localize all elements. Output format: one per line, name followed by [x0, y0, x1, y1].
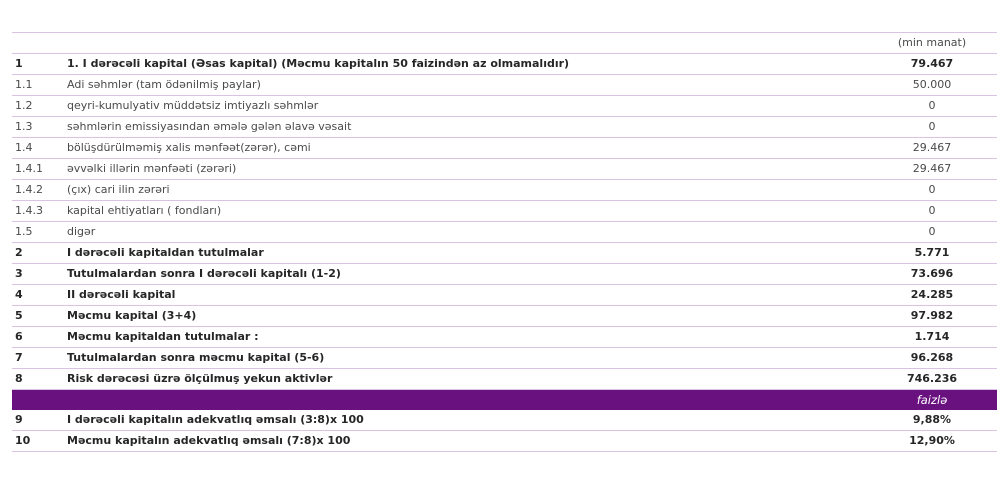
row-label: Məcmu kapitalın adekvatlıq əmsalı (7:8)x… — [67, 431, 867, 451]
row-value: 96.268 — [867, 348, 997, 368]
table-row: 1.2qeyri-kumulyativ müddətsiz imtiyazlı … — [12, 96, 997, 117]
row-value: 12,90% — [867, 431, 997, 451]
row-number: 9 — [12, 410, 67, 430]
row-value: 0 — [867, 201, 997, 221]
row-label: Adi səhmlər (tam ödənilmiş paylar) — [67, 75, 867, 95]
row-value: 50.000 — [867, 75, 997, 95]
row-value: 1.714 — [867, 327, 997, 347]
table-row: 1.4.2(çıx) cari ilin zərəri0 — [12, 180, 997, 201]
row-number: 1.2 — [12, 96, 67, 116]
row-label: digər — [67, 222, 867, 242]
row-label: kapital ehtiyatları ( fondları) — [67, 201, 867, 221]
row-number: 1 — [12, 54, 67, 74]
table-row: 1.4.1əvvəlki illərin mənfəəti (zərəri)29… — [12, 159, 997, 180]
unit-label: (min manat) — [867, 33, 997, 53]
row-number: 1.5 — [12, 222, 67, 242]
row-number: 1.1 — [12, 75, 67, 95]
row-label: (çıx) cari ilin zərəri — [67, 180, 867, 200]
table-row: 11. I dərəcəli kapital (Əsas kapital) (M… — [12, 54, 997, 75]
capital-adequacy-table: (min manat) 11. I dərəcəli kapital (Əsas… — [12, 32, 997, 452]
row-label: Məcmu kapitaldan tutulmalar : — [67, 327, 867, 347]
table-body-bottom: 9I dərəcəli kapitalın adekvatlıq əmsalı … — [12, 410, 997, 452]
row-number: 4 — [12, 285, 67, 305]
row-label: səhmlərin emissiyasından əmələ gələn əla… — [67, 117, 867, 137]
row-label: II dərəcəli kapital — [67, 285, 867, 305]
row-label: qeyri-kumulyativ müddətsiz imtiyazlı səh… — [67, 96, 867, 116]
row-value: 0 — [867, 222, 997, 242]
row-value: 0 — [867, 180, 997, 200]
percent-unit-label: faizlə — [867, 393, 997, 407]
row-value: 79.467 — [867, 54, 997, 74]
table-header-row: (min manat) — [12, 32, 997, 54]
row-label: I dərəcəli kapitalın adekvatlıq əmsalı (… — [67, 410, 867, 430]
table-row: 8Risk dərəcəsi üzrə ölçülmuş yekun aktiv… — [12, 369, 997, 390]
row-value: 0 — [867, 96, 997, 116]
table-body-top: 11. I dərəcəli kapital (Əsas kapital) (M… — [12, 54, 997, 390]
row-value: 29.467 — [867, 138, 997, 158]
row-label: Tutulmalardan sonra məcmu kapital (5-6) — [67, 348, 867, 368]
row-label: 1. I dərəcəli kapital (Əsas kapital) (Mə… — [67, 54, 867, 74]
row-value: 97.982 — [867, 306, 997, 326]
table-row: 7Tutulmalardan sonra məcmu kapital (5-6)… — [12, 348, 997, 369]
row-value: 9,88% — [867, 410, 997, 430]
row-value: 73.696 — [867, 264, 997, 284]
row-label: Məcmu kapital (3+4) — [67, 306, 867, 326]
row-value: 5.771 — [867, 243, 997, 263]
row-number: 1.4.2 — [12, 180, 67, 200]
row-value: 29.467 — [867, 159, 997, 179]
table-row: 1.1Adi səhmlər (tam ödənilmiş paylar)50.… — [12, 75, 997, 96]
table-row: 6Məcmu kapitaldan tutulmalar :1.714 — [12, 327, 997, 348]
row-value: 746.236 — [867, 369, 997, 389]
table-row: 1.3səhmlərin emissiyasından əmələ gələn … — [12, 117, 997, 138]
report-page: (min manat) 11. I dərəcəli kapital (Əsas… — [0, 0, 1000, 478]
percent-section-band: faizlə — [12, 390, 997, 410]
row-value: 24.285 — [867, 285, 997, 305]
row-number: 7 — [12, 348, 67, 368]
row-label: Risk dərəcəsi üzrə ölçülmuş yekun aktivl… — [67, 369, 867, 389]
table-row: 4II dərəcəli kapital24.285 — [12, 285, 997, 306]
row-label: bölüşdürülməmiş xalis mənfəət(zərər), cə… — [67, 138, 867, 158]
table-row: 1.4.3kapital ehtiyatları ( fondları)0 — [12, 201, 997, 222]
row-number: 1.3 — [12, 117, 67, 137]
row-number: 6 — [12, 327, 67, 347]
row-number: 2 — [12, 243, 67, 263]
table-row: 10Məcmu kapitalın adekvatlıq əmsalı (7:8… — [12, 431, 997, 452]
row-number: 1.4 — [12, 138, 67, 158]
row-number: 5 — [12, 306, 67, 326]
table-row: 1.4bölüşdürülməmiş xalis mənfəət(zərər),… — [12, 138, 997, 159]
table-row: 2I dərəcəli kapitaldan tutulmalar5.771 — [12, 243, 997, 264]
table-row: 9I dərəcəli kapitalın adekvatlıq əmsalı … — [12, 410, 997, 431]
row-number: 1.4.3 — [12, 201, 67, 221]
row-number: 8 — [12, 369, 67, 389]
table-row: 1.5digər0 — [12, 222, 997, 243]
row-label: I dərəcəli kapitaldan tutulmalar — [67, 243, 867, 263]
row-label: Tutulmalardan sonra I dərəcəli kapitalı … — [67, 264, 867, 284]
row-label: əvvəlki illərin mənfəəti (zərəri) — [67, 159, 867, 179]
row-number: 1.4.1 — [12, 159, 67, 179]
row-number: 10 — [12, 431, 67, 451]
row-value: 0 — [867, 117, 997, 137]
table-row: 5Məcmu kapital (3+4)97.982 — [12, 306, 997, 327]
row-number: 3 — [12, 264, 67, 284]
table-row: 3Tutulmalardan sonra I dərəcəli kapitalı… — [12, 264, 997, 285]
